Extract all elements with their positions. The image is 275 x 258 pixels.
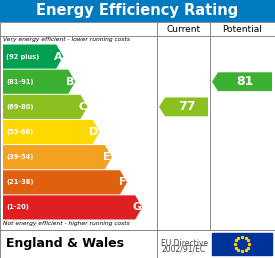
Polygon shape bbox=[3, 70, 75, 94]
Bar bbox=[212, 233, 272, 255]
Text: England & Wales: England & Wales bbox=[6, 238, 124, 251]
Text: B: B bbox=[66, 77, 74, 87]
Text: D: D bbox=[89, 127, 99, 137]
Text: Very energy efficient - lower running costs: Very energy efficient - lower running co… bbox=[3, 37, 130, 42]
Polygon shape bbox=[3, 120, 100, 144]
Text: Current: Current bbox=[166, 25, 200, 34]
Text: Energy Efficiency Rating: Energy Efficiency Rating bbox=[36, 4, 239, 19]
Text: E: E bbox=[103, 152, 111, 162]
Polygon shape bbox=[3, 145, 112, 169]
Text: G: G bbox=[132, 203, 141, 212]
Text: (55-68): (55-68) bbox=[6, 129, 33, 135]
Text: (92 plus): (92 plus) bbox=[6, 54, 39, 60]
Text: EU Directive: EU Directive bbox=[161, 238, 208, 247]
Polygon shape bbox=[212, 72, 272, 91]
Text: (21-38): (21-38) bbox=[6, 179, 34, 185]
Bar bbox=[0, 230, 275, 258]
Polygon shape bbox=[3, 44, 63, 69]
Text: 77: 77 bbox=[178, 100, 195, 113]
Bar bbox=[0, 22, 275, 230]
Polygon shape bbox=[3, 170, 127, 194]
Text: Potential: Potential bbox=[222, 25, 262, 34]
Text: (81-91): (81-91) bbox=[6, 79, 34, 85]
Text: (1-20): (1-20) bbox=[6, 204, 29, 211]
Polygon shape bbox=[159, 98, 208, 116]
Text: 2002/91/EC: 2002/91/EC bbox=[161, 245, 205, 254]
Polygon shape bbox=[3, 195, 142, 220]
Text: C: C bbox=[78, 102, 87, 112]
Text: A: A bbox=[54, 52, 62, 62]
Text: (39-54): (39-54) bbox=[6, 154, 33, 160]
Text: F: F bbox=[119, 177, 126, 187]
Text: Not energy efficient - higher running costs: Not energy efficient - higher running co… bbox=[3, 221, 130, 226]
Polygon shape bbox=[3, 95, 87, 119]
Bar bbox=[0, 0, 275, 22]
Text: 81: 81 bbox=[236, 75, 254, 88]
Text: (69-80): (69-80) bbox=[6, 104, 34, 110]
